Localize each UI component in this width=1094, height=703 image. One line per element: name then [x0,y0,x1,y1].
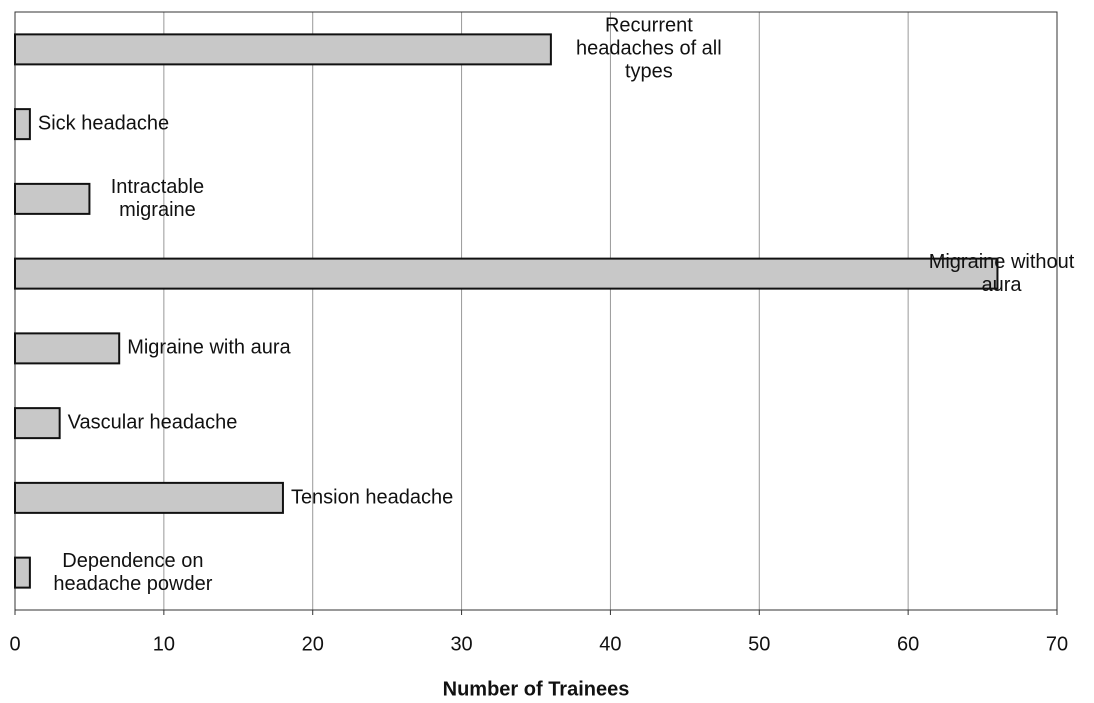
x-tick-label: 70 [1046,633,1068,655]
bar [14,556,31,589]
bar [14,332,121,365]
bar-label: Recurrent headaches of all types [576,14,722,83]
bar [14,33,552,66]
plot-frame [14,11,1058,611]
x-tick-label: 50 [748,633,770,655]
bar-label: Dependence on headache powder [53,549,213,595]
bar [14,257,999,290]
x-tick-label: 40 [599,633,621,655]
bar-label: Sick headache [37,112,170,135]
x-tick-label: 60 [897,633,919,655]
x-axis-label: Number of Trainees [443,678,630,700]
bar-label: Intractable migraine [110,175,205,221]
bar [14,182,91,215]
x-tick-label: 0 [9,633,20,655]
bar [14,108,31,141]
bar-label: Migraine without aura [928,250,1075,296]
bar-label: Vascular headache [67,411,238,434]
bar-label: Tension headache [290,486,454,509]
bar [14,407,61,440]
x-tick-label: 30 [450,633,472,655]
x-tick-label: 10 [153,633,175,655]
bar-label: Migraine with aura [127,336,291,359]
x-tick-label: 20 [302,633,324,655]
bar [14,481,284,514]
